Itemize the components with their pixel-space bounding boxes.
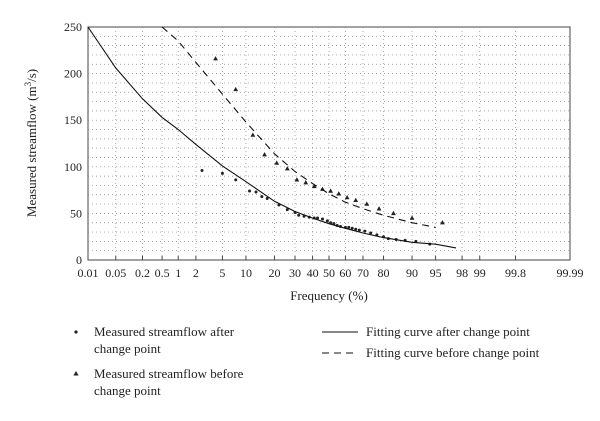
- data-layer: [87, 26, 457, 249]
- data-point-before: [284, 166, 290, 171]
- legend-swatch: [73, 371, 79, 376]
- data-point-after: [354, 227, 358, 231]
- data-point-before: [336, 191, 342, 196]
- data-point-after: [347, 225, 351, 229]
- x-tick-label: 99: [474, 266, 486, 280]
- data-point-after: [320, 217, 324, 221]
- data-point-after: [285, 208, 289, 212]
- data-point-before: [409, 215, 415, 220]
- data-point-before: [353, 197, 359, 203]
- x-tick-label: 0.01: [78, 266, 99, 280]
- data-point-after: [350, 226, 354, 230]
- data-point-after: [265, 196, 269, 200]
- x-tick-label: 5: [219, 266, 225, 280]
- legend-item: Measured streamflow after change point: [74, 324, 235, 356]
- data-point-after: [357, 228, 361, 232]
- data-point-after: [316, 216, 320, 220]
- x-tick-label: 2: [193, 266, 199, 280]
- y-tick-label: 0: [76, 253, 82, 267]
- x-tick-label: 60: [339, 266, 351, 280]
- data-point-before: [320, 186, 325, 191]
- legend-label: Measured streamflow before: [94, 366, 244, 381]
- x-tick-label: 95: [430, 266, 442, 280]
- data-point-before: [364, 201, 370, 206]
- x-tick-label: 30: [289, 266, 301, 280]
- data-point-before: [391, 210, 396, 216]
- data-point-after: [260, 195, 264, 199]
- x-tick-label: 99.8: [505, 266, 526, 280]
- data-point-before: [303, 180, 309, 185]
- legend-label: Measured streamflow after: [94, 324, 235, 339]
- legend-label: Fitting curve after change point: [366, 324, 530, 339]
- legend-item: Fitting curve before change point: [322, 345, 540, 360]
- legend-label: change point: [94, 341, 161, 356]
- data-point-before: [311, 183, 317, 189]
- y-tick-label: 100: [64, 160, 82, 174]
- y-axis-label: Measured streamflow (m3/s): [23, 69, 39, 217]
- data-point-before: [440, 220, 445, 225]
- data-point-before: [328, 188, 334, 193]
- data-point-before: [233, 86, 239, 92]
- data-point-before: [262, 152, 267, 157]
- data-point-after: [369, 231, 373, 235]
- y-tick-label: 50: [70, 206, 82, 220]
- data-point-after: [297, 213, 301, 217]
- y-axis-ticks: 0 50 100 150 200 250: [64, 20, 82, 267]
- data-point-after: [248, 189, 252, 193]
- x-tick-label: 98: [456, 266, 468, 280]
- data-point-before: [250, 132, 256, 137]
- data-point-after: [325, 219, 329, 223]
- x-tick-label: 80: [378, 266, 390, 280]
- x-tick-label: 10: [240, 266, 252, 280]
- data-point-before: [344, 194, 350, 200]
- data-point-before: [376, 206, 382, 211]
- x-tick-label: 20: [268, 266, 280, 280]
- grid: [88, 27, 570, 260]
- x-axis-label: Frequency (%): [290, 288, 368, 303]
- legend-label: change point: [94, 383, 161, 398]
- legend-item: Fitting curve after change point: [322, 324, 530, 339]
- fitting-curve-after: [87, 26, 457, 249]
- data-point-before: [213, 56, 218, 61]
- data-point-after: [200, 169, 204, 173]
- data-point-after: [363, 229, 367, 233]
- x-tick-label: 70: [357, 266, 369, 280]
- x-tick-label: 0.5: [155, 266, 170, 280]
- x-tick-label: 99.99: [557, 266, 584, 280]
- legend-swatch: [74, 330, 78, 334]
- x-tick-label: 0.2: [135, 266, 150, 280]
- legend-label: Fitting curve before change point: [366, 345, 540, 360]
- x-tick-label: 90: [406, 266, 418, 280]
- data-point-after: [254, 190, 258, 194]
- x-tick-label: 40: [307, 266, 319, 280]
- legend-item: Measured streamflow before change point: [73, 366, 244, 398]
- data-point-before: [294, 177, 300, 182]
- y-tick-label: 150: [64, 113, 82, 127]
- data-point-before: [274, 160, 280, 165]
- data-point-after: [234, 178, 238, 182]
- data-point-after: [220, 171, 224, 175]
- y-tick-label: 200: [64, 67, 82, 81]
- fitting-curve-before: [161, 26, 436, 228]
- x-tick-label: 0.05: [105, 266, 126, 280]
- x-tick-label: 50: [323, 266, 335, 280]
- x-axis-ticks: 0.01 0.05 0.2 0.5 1 2 5 10 20 30 40 50 60 70 80 90 95 98 9…: [78, 256, 584, 280]
- y-tick-label: 250: [64, 20, 82, 34]
- x-tick-label: 1: [175, 266, 181, 280]
